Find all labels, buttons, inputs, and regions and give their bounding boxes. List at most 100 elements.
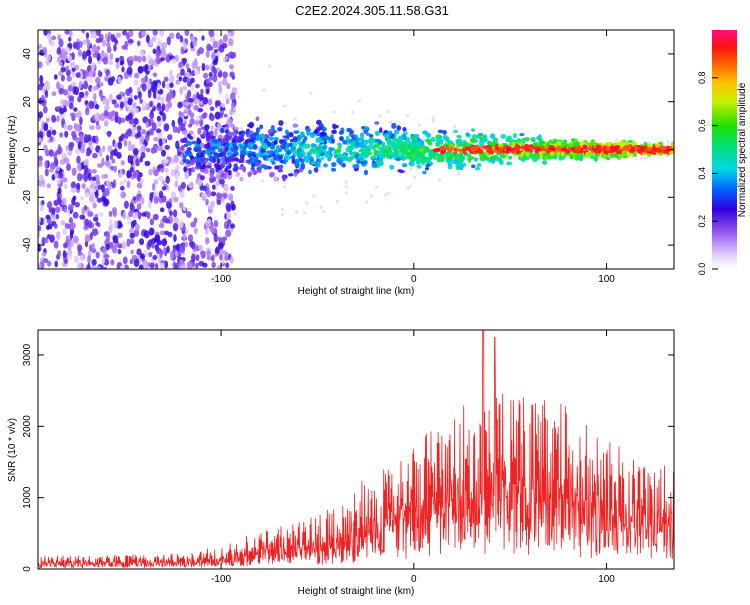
spectrogram-noise-mark: [180, 68, 185, 76]
spectrogram-signal-mark: [383, 130, 388, 134]
spectrogram-noise-mark: [84, 100, 88, 105]
spectrogram-noise-mark: [175, 243, 180, 253]
spectrogram-noise-mark: [107, 181, 112, 191]
spectrogram-noise-mark: [85, 49, 92, 57]
spectrogram-noise-mark: [155, 50, 160, 59]
spectrogram-signal-mark: [216, 142, 222, 148]
spectrogram-signal-mark: [395, 156, 401, 162]
spectrogram-noise-mark: [46, 201, 53, 209]
spectrogram-noise-mark: [226, 83, 231, 90]
spectrogram-signal-mark: [551, 140, 556, 145]
spectrogram-signal-mark: [396, 125, 402, 131]
spectrogram-signal-mark: [453, 148, 458, 155]
spectrogram-noise-mark: [56, 81, 61, 90]
spectrogram-noise-mark: [58, 87, 65, 95]
spectrogram-noise-mark: [201, 35, 205, 41]
spectrogram-signal-mark: [436, 142, 441, 147]
spectrogram-noise-mark: [172, 209, 178, 218]
spectrogram-noise-mark: [217, 242, 224, 249]
spectrogram-signal-mark: [239, 154, 245, 160]
spectrogram-noise-mark: [60, 220, 66, 226]
spectrogram-noise-mark: [101, 145, 106, 152]
spectrogram-noise-mark: [89, 144, 94, 151]
spectrogram-noise-mark: [123, 140, 128, 147]
spectrogram-signal-mark: [235, 171, 241, 178]
spectrogram-noise-mark: [158, 175, 164, 182]
spectrogram-noise-mark: [213, 67, 217, 77]
spectrogram-noise-mark: [86, 39, 91, 48]
spectrogram-noise-mark: [133, 95, 138, 100]
spectrogram-noise-mark: [108, 93, 113, 102]
spectrogram-noise-mark: [216, 192, 222, 199]
spectrogram-noise-mark: [71, 67, 76, 72]
spectrogram-noise-mark: [79, 214, 86, 220]
spectrogram-signal-mark: [331, 138, 335, 144]
y-tick-label: -40: [22, 237, 33, 252]
spectrogram-noise-mark: [166, 92, 172, 102]
spectrogram-signal-mark: [247, 172, 252, 178]
spectrogram-noise-mark: [201, 62, 206, 72]
spectrogram-noise-mark: [179, 86, 183, 95]
spectrogram-noise-mark: [195, 254, 200, 262]
spectrogram-noise-mark: [45, 214, 51, 220]
spectrogram-noise-mark: [116, 152, 122, 159]
spectrogram-signal-mark: [199, 152, 205, 158]
spectrogram-noise-mark: [137, 91, 142, 100]
spectrogram-noise-mark: [60, 74, 65, 82]
spectrogram-noise-mark: [207, 205, 213, 210]
spectrogram-noise-mark: [41, 98, 47, 107]
spectrogram-signal-mark: [293, 172, 298, 178]
spectrogram-noise-mark: [101, 258, 106, 264]
spectrogram-signal-mark: [546, 149, 551, 153]
spectrogram-signal-mark: [391, 151, 397, 155]
spectrogram-signal-mark: [331, 129, 337, 135]
spectrogram-faint-mark: [344, 191, 348, 195]
spectrogram-signal-mark: [363, 169, 369, 176]
snr-marks: [38, 330, 674, 569]
spectrogram-noise-mark: [107, 59, 114, 66]
spectrogram-noise-mark: [165, 218, 170, 224]
spectrogram-signal-mark: [225, 135, 232, 141]
spectrogram-noise-mark: [209, 36, 216, 43]
spectrogram-noise-mark: [136, 125, 142, 132]
spectrogram-noise-mark: [159, 230, 166, 236]
spectrogram-noise-mark: [102, 56, 108, 65]
spectrogram-noise-mark: [132, 170, 137, 179]
spectrogram-noise-mark: [103, 266, 108, 269]
spectrogram-noise-mark: [136, 182, 143, 189]
spectrogram-panel: -100 0 100 -40 -20 0 20 40 Height of straight …: [7, 29, 675, 297]
spectrogram-noise-mark: [65, 145, 70, 152]
spectrogram-noise-mark: [171, 92, 175, 99]
spectrogram-noise-mark: [107, 145, 113, 153]
spectrogram-signal-mark: [474, 167, 481, 171]
spectrogram-signal-mark: [629, 148, 635, 154]
spectrogram-noise-mark: [159, 110, 164, 117]
spectrogram-noise-mark: [95, 30, 102, 37]
spectrogram-signal-mark: [216, 158, 221, 164]
spectrogram-signal-mark: [437, 129, 444, 134]
spectrogram-noise-mark: [209, 106, 215, 112]
spectrogram-noise-mark: [192, 39, 198, 47]
spectrogram-noise-mark: [186, 261, 191, 269]
spectrogram-noise-mark: [175, 140, 180, 149]
spectrogram-noise-mark: [74, 148, 81, 154]
spectrogram-signal-mark: [183, 112, 189, 117]
spectrogram-noise-mark: [89, 125, 95, 131]
spectrogram-signal-mark: [296, 134, 302, 141]
spectrogram-noise-mark: [126, 180, 131, 189]
spectrogram-signal-mark: [365, 132, 371, 137]
spectrogram-signal-mark: [191, 166, 196, 173]
spectrogram-noise-mark: [174, 217, 180, 224]
spectrogram-signal-mark: [247, 152, 253, 159]
spectrogram-signal-mark: [363, 126, 370, 131]
spectrogram-noise-mark: [67, 243, 72, 251]
spectrogram-signal-mark: [296, 147, 302, 153]
spectrogram-noise-mark: [136, 175, 141, 182]
spectrogram-noise-mark: [168, 77, 174, 83]
spectrogram-signal-mark: [457, 141, 463, 147]
spectrogram-noise-mark: [146, 211, 151, 220]
spectrogram-signal-mark: [187, 152, 193, 157]
spectrogram-noise-mark: [139, 135, 145, 144]
spectrogram-noise-mark: [44, 160, 48, 169]
spectrogram-faint-mark: [319, 205, 323, 209]
